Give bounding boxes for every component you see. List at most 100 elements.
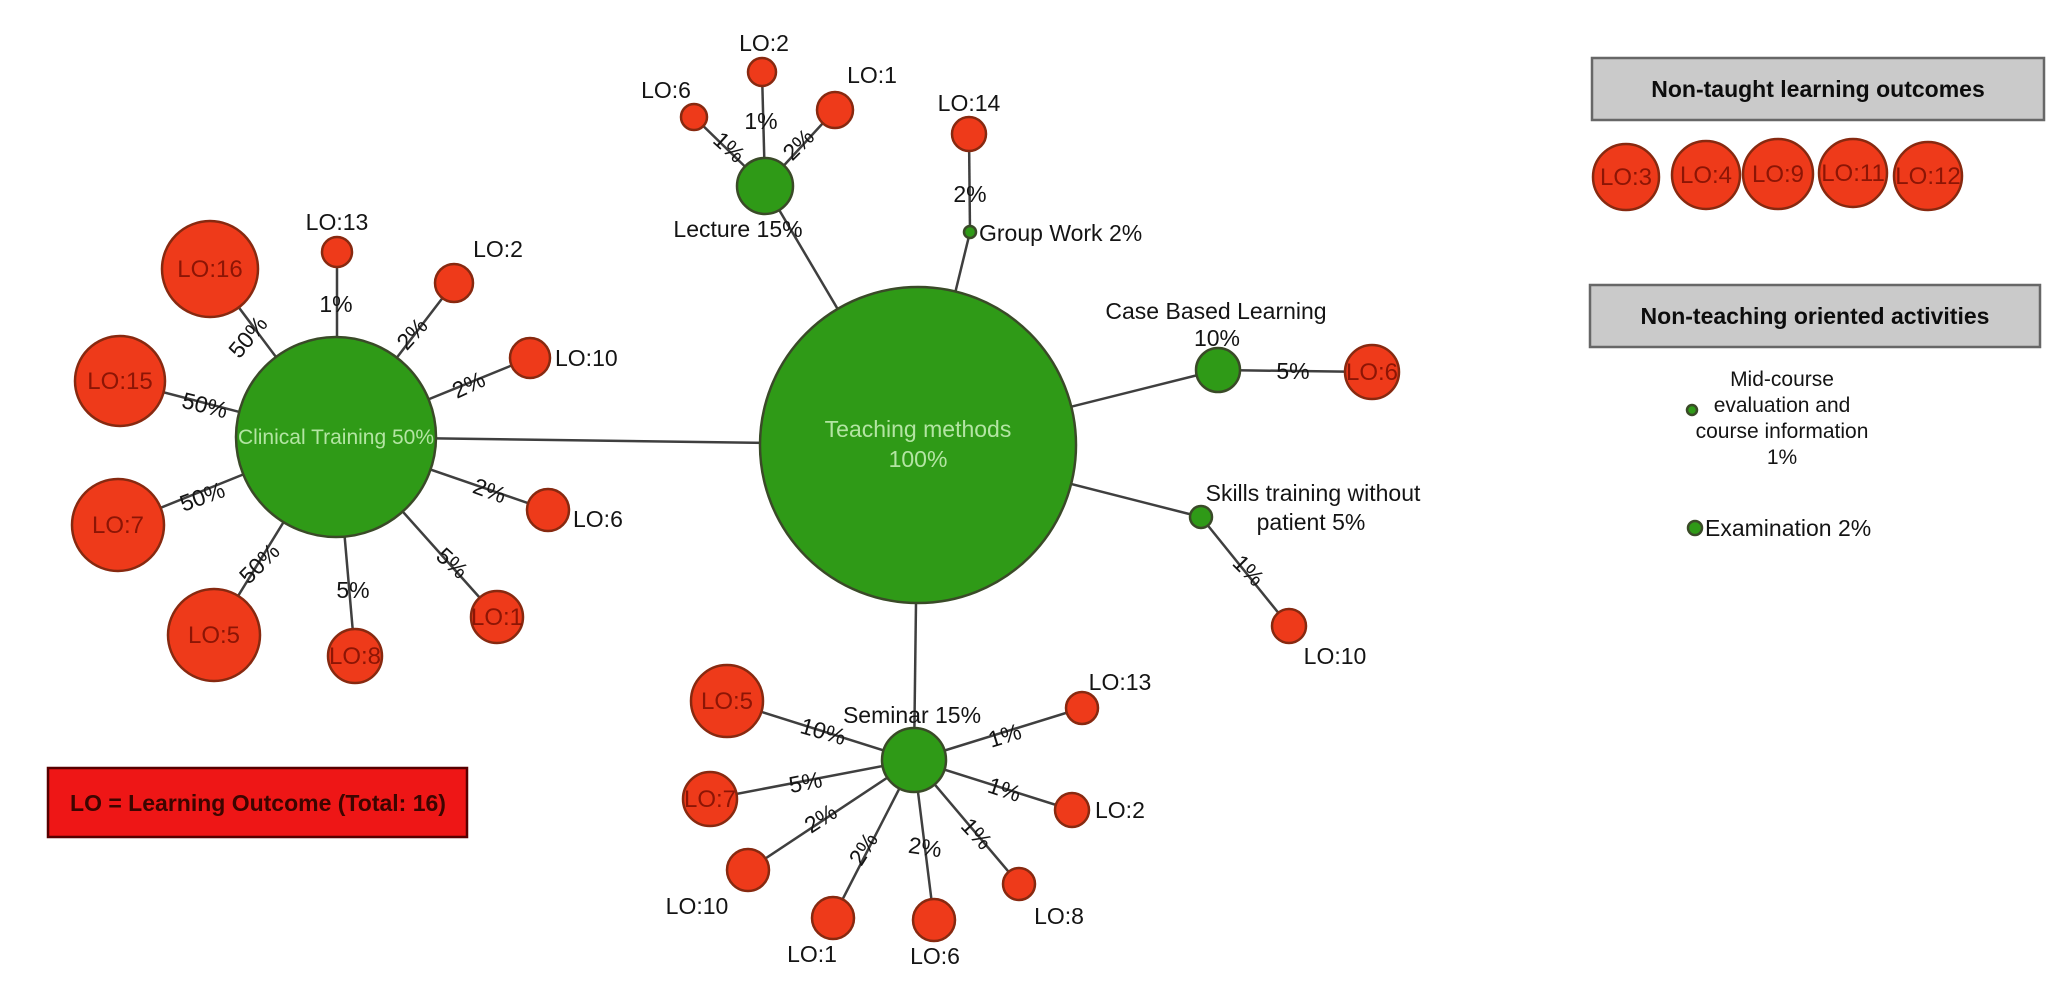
node-clinical-lo5 <box>166 587 262 683</box>
node-casebased-lo6 <box>1343 343 1401 401</box>
node-skills-training <box>1188 504 1214 530</box>
node-legend-lo11 <box>1817 137 1889 209</box>
node-legend-lo4 <box>1670 139 1742 211</box>
clinical-lo2-label: LO:2 <box>473 236 523 262</box>
legend-lo3-label: LO:3 <box>1600 164 1652 191</box>
groupwork-lo14-label: LO:14 <box>938 90 1001 116</box>
clinical-lo8-pct: 5% <box>336 577 369 603</box>
examination-label: Examination 2% <box>1705 515 1871 541</box>
legend-non-teaching-title: Non-teaching oriented activities <box>1641 303 1990 329</box>
legend-non-taught-title: Non-taught learning outcomes <box>1651 76 1985 102</box>
node-seminar-lo7 <box>681 770 739 828</box>
legend-non-teaching-box <box>1588 283 2042 349</box>
node-case-based-learning <box>1194 346 1242 394</box>
node-legend-lo9 <box>1741 137 1815 211</box>
node-clinical-lo1 <box>469 589 525 645</box>
case-based-learning-pct: 10% <box>1194 325 1240 351</box>
node-groupwork-lo14 <box>950 115 988 153</box>
node-clinical-lo7 <box>70 477 166 573</box>
outcome-nodes <box>70 56 1401 943</box>
clinical-lo1-label: LO:1 <box>471 604 523 631</box>
clinical-lo16-pct: 50% <box>223 311 273 363</box>
legend-lo9-label: LO:9 <box>1752 161 1804 188</box>
node-lecture <box>735 156 795 216</box>
clinical-lo6-pct: 2% <box>470 473 510 509</box>
midcourse-label-line3: course information <box>1696 420 1869 443</box>
clinical-training-label: Clinical Training 50% <box>238 426 434 449</box>
seminar-lo8-label: LO:8 <box>1034 903 1084 929</box>
node-clinical-training <box>234 335 438 539</box>
node-clinical-lo16 <box>160 219 260 319</box>
seminar-lo13-pct: 1% <box>985 718 1024 753</box>
midcourse-label-line4: 1% <box>1767 446 1797 469</box>
skills-training-label-line2: patient 5% <box>1257 509 1366 535</box>
node-clinical-lo15 <box>73 334 167 428</box>
clinical-lo10-pct: 2% <box>448 366 489 404</box>
edge-seminar-lo7 <box>709 758 915 801</box>
node-lecture-lo2 <box>746 56 778 88</box>
clinical-lo6-label: LO:6 <box>573 506 623 532</box>
clinical-lo5-label: LO:5 <box>188 622 240 649</box>
node-clinical-lo8 <box>326 627 384 685</box>
seminar-lo7-label: LO:7 <box>684 786 736 813</box>
clinical-lo1-pct: 5% <box>431 542 473 584</box>
node-clinical-lo2 <box>433 262 475 304</box>
casebased-lo6-pct: 5% <box>1276 358 1309 384</box>
node-skills-lo10 <box>1270 607 1308 645</box>
clinical-lo8-label: LO:8 <box>329 643 381 670</box>
seminar-label: Seminar 15% <box>843 702 981 728</box>
legend-lo11-label: LO:11 <box>1821 160 1885 187</box>
legend-lo4-label: LO:4 <box>1680 162 1732 189</box>
node-legend-lo3 <box>1591 142 1661 212</box>
node-teaching-methods <box>758 285 1078 605</box>
case-based-learning-label: Case Based Learning <box>1105 298 1326 324</box>
seminar-lo7-pct: 5% <box>787 766 825 798</box>
teaching-methods-label-line2: 100% <box>889 446 948 472</box>
node-seminar <box>880 726 948 794</box>
clinical-lo10-label: LO:10 <box>555 345 618 371</box>
seminar-lo6-pct: 2% <box>907 832 944 862</box>
examination-dot-icon <box>1686 519 1704 537</box>
legend-non-taught-box <box>1590 56 2046 122</box>
seminar-lo2-pct: 1% <box>985 772 1025 807</box>
midcourse-label-line1: Mid-course <box>1730 368 1834 391</box>
seminar-lo1-label: LO:1 <box>787 941 837 967</box>
seminar-lo6-label: LO:6 <box>910 943 960 969</box>
clinical-lo15-label: LO:15 <box>87 368 152 395</box>
seminar-lo5-label: LO:5 <box>701 688 753 715</box>
skills-lo10-pct: 1% <box>1228 549 1270 591</box>
skills-lo10-label: LO:10 <box>1304 643 1367 669</box>
seminar-lo5-pct: 10% <box>797 712 848 750</box>
legend-non-teaching: Non-teaching oriented activities Mid-cou… <box>1588 283 2042 541</box>
midcourse-dot-icon <box>1685 403 1699 417</box>
clinical-lo5-pct: 50% <box>234 538 285 589</box>
seminar-lo2-label: LO:2 <box>1095 797 1145 823</box>
node-group-work <box>962 224 978 240</box>
clinical-lo7-pct: 50% <box>176 476 228 516</box>
lecture-lo1-pct: 2% <box>777 123 819 165</box>
note-box <box>46 766 469 839</box>
node-seminar-lo10 <box>725 847 771 893</box>
legend-lo12-label: LO:12 <box>1895 163 1960 190</box>
clinical-lo16-label: LO:16 <box>177 256 242 283</box>
clinical-lo13-pct: 1% <box>319 291 352 317</box>
casebased-lo6-label: LO:6 <box>1346 359 1398 386</box>
method-nodes <box>234 156 1242 794</box>
group-work-label: Group Work 2% <box>979 220 1142 246</box>
lecture-lo6-label: LO:6 <box>641 77 691 103</box>
node-lecture-lo1 <box>815 90 855 130</box>
midcourse-label-line2: evaluation and <box>1714 394 1851 417</box>
lecture-lo2-pct: 1% <box>744 108 777 134</box>
node-legend-lo12 <box>1892 140 1964 212</box>
node-clinical-lo13 <box>320 235 354 269</box>
lecture-label: Lecture 15% <box>673 216 802 242</box>
node-seminar-lo2 <box>1053 791 1091 829</box>
node-clinical-lo6 <box>525 487 571 533</box>
note-box-text: LO = Learning Outcome (Total: 16) <box>70 790 446 816</box>
node-clinical-lo10 <box>508 336 552 380</box>
teaching-methods-label-line1: Teaching methods <box>825 416 1012 442</box>
groupwork-lo14-pct: 2% <box>953 181 986 207</box>
skills-training-label-line1: Skills training without <box>1206 480 1421 506</box>
clinical-lo13-label: LO:13 <box>306 209 369 235</box>
node-seminar-lo8 <box>1001 866 1037 902</box>
